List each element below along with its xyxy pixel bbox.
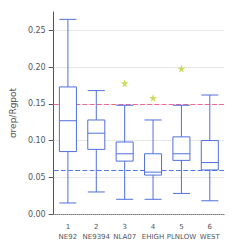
svg-text:EHIGH: EHIGH (142, 233, 164, 241)
svg-text:NLA07: NLA07 (113, 233, 136, 241)
svg-text:NE9394: NE9394 (83, 233, 111, 241)
svg-text:0.25: 0.25 (28, 26, 46, 35)
svg-text:3: 3 (122, 223, 126, 231)
svg-text:NE92: NE92 (59, 233, 78, 241)
svg-text:0.15: 0.15 (28, 99, 46, 108)
svg-text:4: 4 (151, 223, 156, 231)
svg-text:WEST: WEST (200, 233, 221, 241)
svg-text:0.05: 0.05 (28, 173, 46, 182)
svg-text:6: 6 (208, 223, 213, 231)
svg-text:2: 2 (94, 223, 98, 231)
svg-text:σrep/Rgpot: σrep/Rgpot (8, 87, 18, 138)
svg-text:PLNLOW: PLNLOW (167, 233, 197, 241)
svg-text:0.00: 0.00 (28, 210, 46, 219)
svg-text:1: 1 (66, 223, 70, 231)
svg-text:0.10: 0.10 (28, 136, 46, 145)
svg-text:0.20: 0.20 (28, 63, 46, 72)
svg-text:5: 5 (179, 223, 183, 231)
